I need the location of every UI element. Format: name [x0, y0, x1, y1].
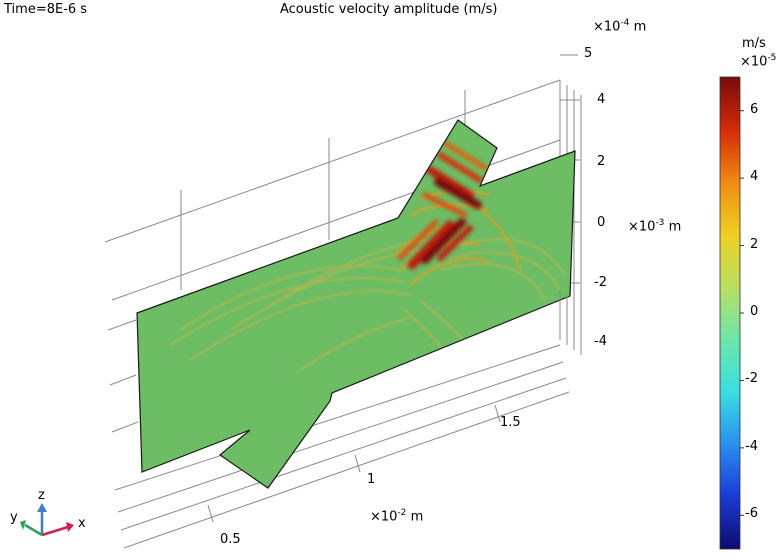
colorbar-tick-label: -2 [745, 371, 758, 387]
triad-y-label: y [10, 510, 18, 525]
y-scale-label: ×10-3 m [628, 218, 682, 235]
axis-triad [20, 503, 74, 537]
colorbar [719, 76, 741, 550]
wave-field [169, 140, 566, 396]
time-label: Time=8E-6 s [4, 2, 88, 17]
grid-lines [104, 54, 582, 549]
colorbar-tick-label: 2 [750, 236, 759, 252]
colorbar-tick-label: 0 [750, 304, 759, 319]
triad-x-label: x [78, 516, 86, 531]
x-tick-label: 1.5 [500, 415, 521, 430]
x-tick-label: 1 [367, 472, 376, 487]
plate-outline [136, 119, 576, 489]
z-scale-label: ×10-4 m [593, 18, 647, 35]
colorbar-tick-label: 6 [750, 101, 759, 117]
triad-z-label: z [38, 488, 45, 503]
colorbar-tick-label: -4 [745, 438, 758, 454]
colorbar-tick-label: 4 [750, 169, 759, 185]
colorbar-scale: ×10-5 [740, 53, 777, 70]
colorbar-ticks [740, 110, 744, 516]
z-tick-label: 5 [584, 46, 593, 61]
chart-title: Acoustic velocity amplitude (m/s) [280, 2, 498, 17]
plate [136, 119, 576, 489]
plate-surface [137, 120, 575, 488]
x-tick-label: 0.5 [220, 532, 241, 547]
y-tick-label: 4 [597, 92, 606, 107]
x-scale-label: ×10-2 m [370, 508, 424, 525]
colorbar-tick-label: -6 [745, 506, 758, 522]
grid-lines-front [559, 290, 568, 345]
y-tick-label: 0 [597, 215, 606, 230]
colorbar-unit: m/s [742, 36, 766, 51]
y-tick-label: -4 [594, 334, 607, 349]
y-tick-label: -2 [594, 275, 607, 290]
y-tick-label: 2 [597, 154, 606, 169]
